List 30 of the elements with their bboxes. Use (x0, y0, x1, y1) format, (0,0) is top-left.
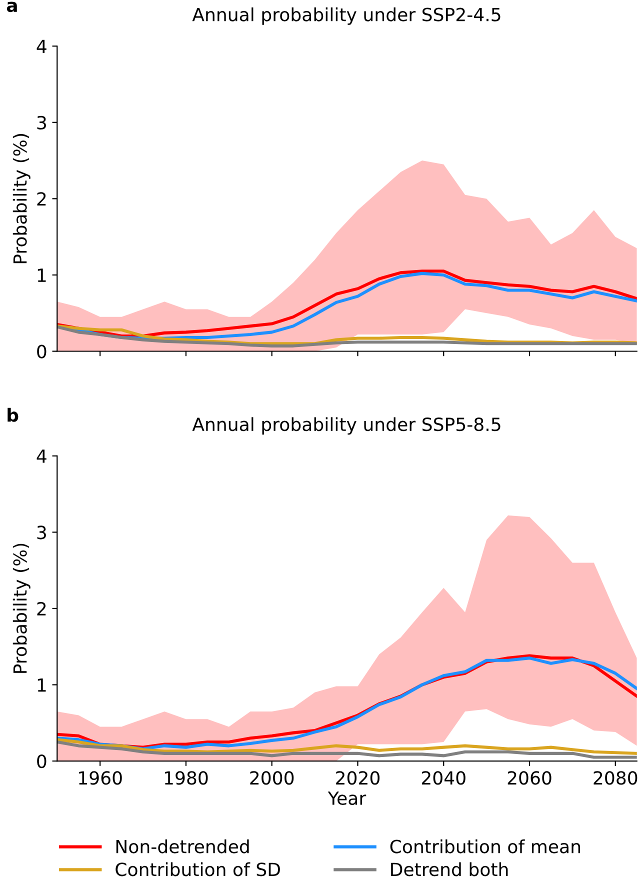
text: a (6, 2, 17, 12)
legend-label: Detrend both (391, 862, 508, 876)
y-tick-label: 4 (36, 450, 46, 463)
legend-label: Non-detrended (116, 839, 249, 854)
y-tick-label: 2 (37, 602, 46, 616)
text: b (8, 408, 18, 422)
y-axis-title: Probability (%) (12, 544, 30, 673)
x-tick-label: 2080 (594, 771, 638, 785)
x-tick-label: 1960 (79, 771, 122, 785)
y-tick-label: 0 (37, 754, 46, 768)
line-series (57, 738, 637, 755)
line-series (57, 740, 637, 759)
y-tick-label: 1 (38, 678, 46, 692)
chart-title: Annual probability under SSP5-8.5 (192, 417, 500, 435)
legend-label: Contribution of mean (390, 839, 580, 854)
chart-title: Annual probability under SSP2-4.5 (192, 7, 500, 25)
y-tick-label: 3 (37, 526, 46, 540)
y-tick-label: 3 (37, 116, 46, 130)
x-tick-label: 2060 (508, 771, 552, 785)
x-tick-label: 1980 (164, 771, 208, 785)
y-tick-label: 1 (38, 268, 46, 282)
x-tick-label: 2040 (422, 771, 466, 785)
x-axis-title: Year (328, 792, 366, 805)
y-tick-label: 2 (37, 192, 46, 206)
y-tick-label: 4 (36, 40, 46, 53)
y-tick-label: 0 (37, 344, 46, 358)
x-tick-label: 2020 (336, 771, 380, 785)
x-tick-label: 2000 (250, 771, 294, 785)
legend-label: Contribution of SD (116, 862, 280, 876)
y-axis-title: Probability (%) (12, 134, 30, 264)
